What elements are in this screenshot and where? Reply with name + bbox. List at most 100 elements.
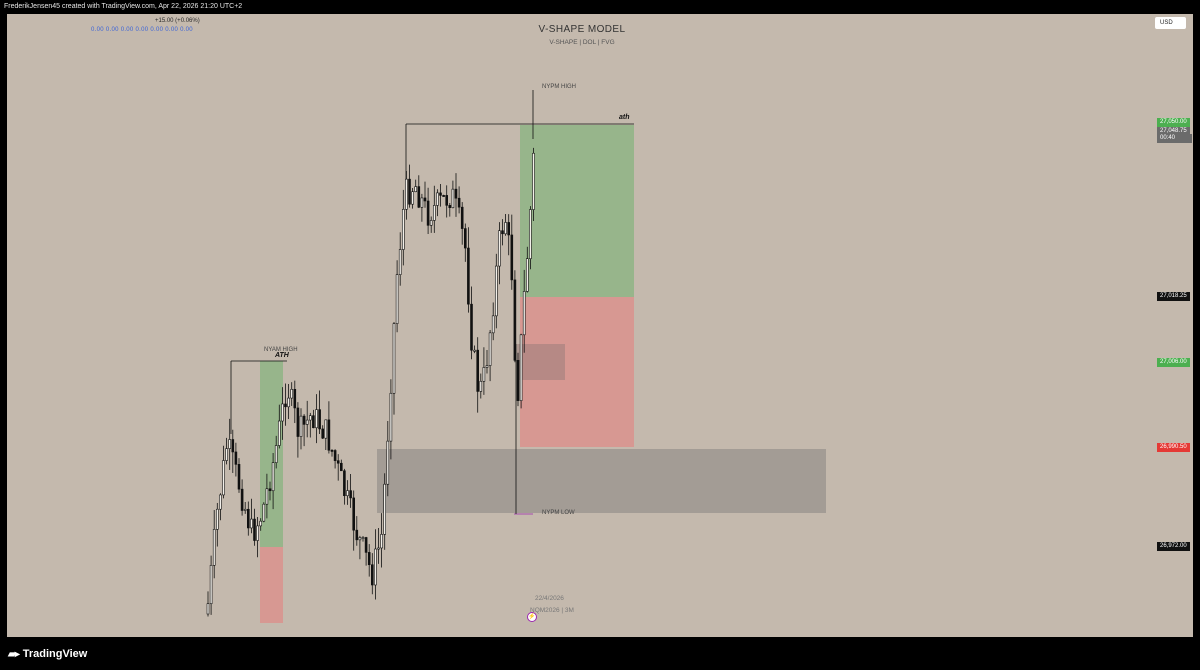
candle-body bbox=[349, 490, 352, 499]
candle-body bbox=[234, 451, 238, 465]
candle-body bbox=[256, 525, 259, 541]
candle-body bbox=[374, 548, 377, 586]
ath-label-left: ATH bbox=[275, 352, 289, 359]
candle-body bbox=[411, 191, 414, 205]
candle-body bbox=[212, 529, 216, 566]
candle-body bbox=[343, 470, 346, 497]
candle-body bbox=[290, 389, 294, 399]
candle-body bbox=[216, 508, 219, 530]
candle-body bbox=[380, 534, 383, 549]
candle-body bbox=[296, 407, 300, 437]
candle-body bbox=[277, 420, 281, 446]
candle-body bbox=[299, 415, 303, 437]
candle-body bbox=[377, 547, 380, 550]
candle-body bbox=[414, 186, 418, 193]
fvg-zone bbox=[377, 449, 826, 513]
candle-body bbox=[219, 494, 222, 510]
candle-body bbox=[519, 334, 523, 401]
candle-body bbox=[308, 415, 312, 421]
replay-icon[interactable]: ⚡ bbox=[527, 612, 537, 622]
candle-body bbox=[417, 186, 421, 208]
currency-button[interactable]: USD bbox=[1155, 17, 1186, 29]
candle-body bbox=[253, 518, 256, 541]
candle-body bbox=[436, 192, 439, 206]
candle-body bbox=[494, 265, 498, 317]
candle-body bbox=[510, 234, 514, 281]
candle-body bbox=[454, 188, 458, 199]
candle-body bbox=[225, 448, 228, 461]
candle-body bbox=[358, 537, 362, 541]
candle-body bbox=[501, 230, 504, 235]
candle-body bbox=[386, 440, 390, 485]
candle-body bbox=[243, 508, 247, 511]
candle-body bbox=[426, 200, 430, 226]
chart-area[interactable]: +15.00 (+0.06%) 0.00 0.00 0.00 0.00 0.00… bbox=[7, 14, 1193, 637]
candle-body bbox=[321, 428, 325, 439]
candle-body bbox=[470, 303, 473, 351]
candle-body bbox=[476, 349, 480, 392]
right-profit-zone bbox=[520, 125, 634, 297]
candle-body bbox=[284, 403, 287, 408]
candle-body bbox=[420, 197, 424, 208]
candle-body bbox=[318, 409, 321, 430]
candle-body bbox=[485, 365, 489, 368]
candle-body bbox=[432, 205, 436, 221]
candle-body bbox=[364, 537, 368, 553]
nypm-high-label: NYPM HIGH bbox=[542, 84, 577, 90]
candle-body bbox=[491, 315, 495, 334]
tradingview-brand: TradingView bbox=[22, 648, 88, 660]
candle-body bbox=[346, 490, 349, 497]
price-tag-entry: 27,006.00 bbox=[1157, 358, 1190, 367]
candle-body bbox=[463, 228, 467, 249]
candle-body bbox=[395, 274, 399, 324]
candle-body bbox=[405, 178, 408, 210]
candle-body bbox=[529, 209, 532, 259]
candle-body bbox=[408, 178, 411, 205]
legend-values: 0.00 0.00 0.00 0.00 0.00 0.00 0.00 bbox=[91, 27, 193, 33]
attribution-text: FrederikJensen45 created with TradingVie… bbox=[4, 3, 243, 10]
candle-body bbox=[206, 603, 210, 615]
price-tag-low: 26,972.00 bbox=[1157, 542, 1190, 551]
candle-body bbox=[442, 195, 445, 197]
candle-body bbox=[513, 279, 517, 361]
candle-body bbox=[522, 291, 526, 336]
candle-body bbox=[209, 565, 213, 605]
candle-body bbox=[259, 520, 262, 527]
symbol-label: NQM2026 | 3M bbox=[530, 607, 574, 614]
candle-body bbox=[222, 460, 225, 496]
candle-body bbox=[398, 249, 402, 275]
candle-body bbox=[488, 332, 492, 366]
bar-countdown: 00:40 bbox=[1157, 134, 1192, 143]
candle-body bbox=[370, 564, 374, 586]
candle-body bbox=[281, 403, 284, 422]
price-tag-target: 27,050.00 bbox=[1157, 118, 1190, 127]
candle-body bbox=[516, 360, 520, 401]
candle-body bbox=[247, 508, 250, 529]
candle-body bbox=[315, 409, 318, 429]
candle-body bbox=[355, 529, 359, 541]
candle-body bbox=[389, 392, 393, 442]
candle-body bbox=[287, 397, 290, 408]
candle-body bbox=[507, 222, 511, 236]
nypm-low-label: NYPM LOW bbox=[542, 510, 575, 516]
nyam-high-label: NYAM HIGH bbox=[264, 347, 298, 353]
candle-body bbox=[460, 206, 464, 229]
candle-body bbox=[265, 488, 269, 505]
chart-title: V-SHAPE MODEL bbox=[538, 24, 626, 35]
candle-body bbox=[271, 462, 275, 492]
chart-canvas[interactable] bbox=[7, 14, 1193, 637]
tradingview-logo[interactable]: ▰▸ TradingView bbox=[8, 648, 87, 660]
candle-body bbox=[293, 389, 297, 409]
candle-body bbox=[401, 209, 405, 250]
ath-label-right: ath bbox=[619, 114, 630, 121]
candle-body bbox=[361, 537, 365, 539]
candle-body bbox=[302, 415, 306, 425]
candle-body bbox=[324, 419, 328, 439]
candle-body bbox=[327, 419, 331, 451]
date-label: 22/4/2026 bbox=[535, 595, 564, 602]
footer-bar: ▰▸ TradingView bbox=[0, 637, 1200, 670]
candle-body bbox=[240, 488, 244, 511]
price-tag-level: 27,018.25 bbox=[1157, 292, 1190, 301]
candle-body bbox=[448, 205, 452, 208]
candle-body bbox=[439, 192, 442, 196]
